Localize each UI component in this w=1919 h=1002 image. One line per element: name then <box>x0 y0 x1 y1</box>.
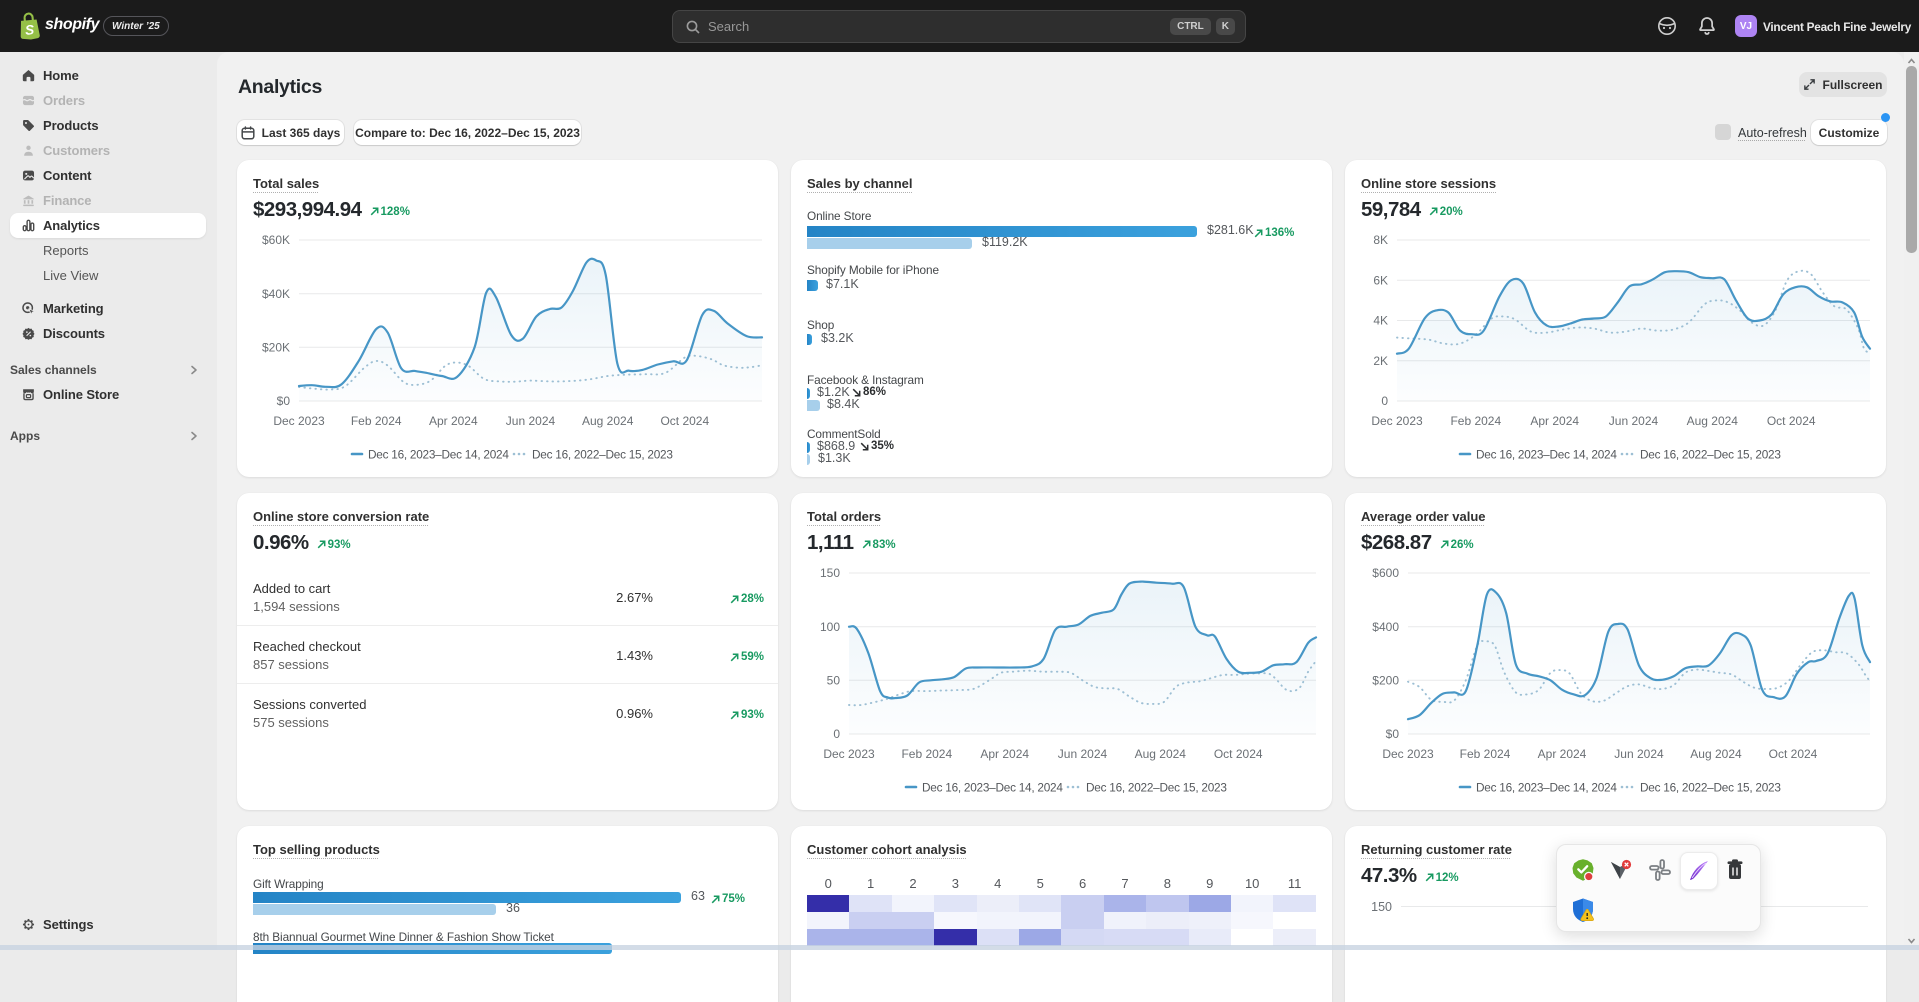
svg-text:Aug 2024: Aug 2024 <box>1135 747 1187 761</box>
svg-text:4K: 4K <box>1373 314 1388 328</box>
svg-text:Dec 16, 2023–Dec 14, 2024: Dec 16, 2023–Dec 14, 2024 <box>1476 448 1617 462</box>
svg-text:Dec 16, 2022–Dec 15, 2023: Dec 16, 2022–Dec 15, 2023 <box>1086 781 1227 795</box>
svg-text:Dec 2023: Dec 2023 <box>1382 747 1434 761</box>
svg-text:Feb 2024: Feb 2024 <box>901 747 952 761</box>
svg-text:6K: 6K <box>1373 274 1388 288</box>
svg-text:Dec 16, 2023–Dec 14, 2024: Dec 16, 2023–Dec 14, 2024 <box>922 781 1063 795</box>
svg-text:S: S <box>25 22 35 38</box>
svg-text:Aug 2024: Aug 2024 <box>582 414 634 428</box>
svg-text:$600: $600 <box>1372 566 1399 580</box>
svg-text:Oct 2024: Oct 2024 <box>1769 747 1818 761</box>
svg-text:Aug 2024: Aug 2024 <box>1690 747 1742 761</box>
svg-text:Oct 2024: Oct 2024 <box>1767 414 1816 428</box>
svg-text:Apr 2024: Apr 2024 <box>1530 414 1579 428</box>
svg-text:Dec 16, 2023–Dec 14, 2024: Dec 16, 2023–Dec 14, 2024 <box>368 448 509 462</box>
svg-text:Dec 16, 2022–Dec 15, 2023: Dec 16, 2022–Dec 15, 2023 <box>532 448 673 462</box>
svg-text:$400: $400 <box>1372 620 1399 634</box>
svg-text:Jun 2024: Jun 2024 <box>1609 414 1659 428</box>
svg-text:8K: 8K <box>1373 233 1388 247</box>
svg-text:Oct 2024: Oct 2024 <box>660 414 709 428</box>
svg-text:Oct 2024: Oct 2024 <box>1214 747 1263 761</box>
svg-text:Dec 2023: Dec 2023 <box>273 414 325 428</box>
svg-text:Apr 2024: Apr 2024 <box>980 747 1029 761</box>
svg-text:Jun 2024: Jun 2024 <box>1614 747 1664 761</box>
svg-text:Dec 2023: Dec 2023 <box>1371 414 1423 428</box>
svg-text:Dec 2023: Dec 2023 <box>823 747 875 761</box>
svg-text:150: 150 <box>820 566 840 580</box>
svg-text:$20K: $20K <box>262 341 290 355</box>
svg-text:Feb 2024: Feb 2024 <box>351 414 402 428</box>
svg-text:Apr 2024: Apr 2024 <box>429 414 478 428</box>
svg-text:Jun 2024: Jun 2024 <box>506 414 556 428</box>
svg-text:Feb 2024: Feb 2024 <box>1460 747 1511 761</box>
svg-text:Dec 16, 2022–Dec 15, 2023: Dec 16, 2022–Dec 15, 2023 <box>1640 781 1781 795</box>
svg-text:$0: $0 <box>1386 727 1400 741</box>
svg-text:Aug 2024: Aug 2024 <box>1687 414 1739 428</box>
svg-text:Feb 2024: Feb 2024 <box>1450 414 1501 428</box>
svg-text:0: 0 <box>1381 394 1388 408</box>
svg-text:Dec 16, 2022–Dec 15, 2023: Dec 16, 2022–Dec 15, 2023 <box>1640 448 1781 462</box>
svg-text:100: 100 <box>820 620 840 634</box>
svg-text:$60K: $60K <box>262 233 290 247</box>
svg-text:0: 0 <box>833 727 840 741</box>
svg-text:Dec 16, 2023–Dec 14, 2024: Dec 16, 2023–Dec 14, 2024 <box>1476 781 1617 795</box>
svg-text:50: 50 <box>827 674 841 688</box>
svg-text:$0: $0 <box>277 394 291 408</box>
svg-text:$200: $200 <box>1372 674 1399 688</box>
svg-text:Jun 2024: Jun 2024 <box>1058 747 1108 761</box>
svg-text:Apr 2024: Apr 2024 <box>1538 747 1587 761</box>
svg-text:2K: 2K <box>1373 354 1388 368</box>
svg-text:$40K: $40K <box>262 287 290 301</box>
